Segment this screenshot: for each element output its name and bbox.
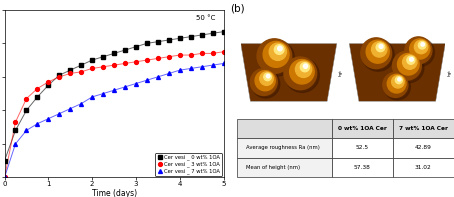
Cer vesi _ 7 wt% 1OA	[35, 123, 40, 125]
Cer vesi _ 0 wt% 1OA	[122, 49, 128, 51]
Cer vesi _ 3 wt% 1OA	[100, 66, 106, 68]
Cer vesi _ 3 wt% 1OA	[13, 121, 18, 123]
Cer vesi _ 0 wt% 1OA	[24, 109, 29, 112]
Cer vesi _ 7 wt% 1OA	[2, 176, 7, 178]
Cer vesi _ 0 wt% 1OA	[57, 74, 62, 76]
Cer vesi _ 3 wt% 1OA	[46, 81, 51, 83]
Cer vesi _ 3 wt% 1OA	[166, 56, 172, 58]
Cer vesi _ 7 wt% 1OA	[221, 62, 227, 65]
Cer vesi _ 0 wt% 1OA	[221, 31, 227, 33]
Cer vesi _ 3 wt% 1OA	[144, 59, 150, 61]
Cer vesi _ 7 wt% 1OA	[89, 96, 95, 98]
Cer vesi _ 7 wt% 1OA	[166, 72, 172, 75]
Cer vesi _ 3 wt% 1OA	[2, 176, 7, 178]
Cer vesi _ 7 wt% 1OA	[13, 143, 18, 145]
Cer vesi _ 3 wt% 1OA	[199, 52, 204, 55]
Cer vesi _ 7 wt% 1OA	[199, 66, 204, 68]
Cer vesi _ 0 wt% 1OA	[210, 32, 216, 34]
Cer vesi _ 0 wt% 1OA	[133, 46, 139, 48]
Line: Cer vesi _ 3 wt% 1OA: Cer vesi _ 3 wt% 1OA	[3, 50, 226, 179]
Cer vesi _ 7 wt% 1OA	[155, 76, 161, 78]
Cer vesi _ 3 wt% 1OA	[57, 76, 62, 78]
Cer vesi _ 0 wt% 1OA	[68, 69, 73, 71]
Line: Cer vesi _ 7 wt% 1OA: Cer vesi _ 7 wt% 1OA	[3, 61, 226, 179]
Cer vesi _ 3 wt% 1OA	[177, 54, 183, 56]
Text: (b): (b)	[230, 3, 245, 13]
Cer vesi _ 7 wt% 1OA	[133, 82, 139, 85]
X-axis label: Time (days): Time (days)	[92, 189, 137, 197]
Cer vesi _ 7 wt% 1OA	[46, 117, 51, 120]
Cer vesi _ 7 wt% 1OA	[188, 67, 193, 70]
Cer vesi _ 0 wt% 1OA	[199, 34, 204, 36]
Cer vesi _ 7 wt% 1OA	[57, 112, 62, 115]
Cer vesi _ 3 wt% 1OA	[111, 64, 117, 66]
Cer vesi _ 0 wt% 1OA	[2, 159, 7, 162]
Cer vesi _ 7 wt% 1OA	[68, 108, 73, 110]
Cer vesi _ 3 wt% 1OA	[89, 67, 95, 70]
Cer vesi _ 7 wt% 1OA	[210, 64, 216, 66]
Cer vesi _ 0 wt% 1OA	[100, 56, 106, 58]
Cer vesi _ 3 wt% 1OA	[79, 71, 84, 73]
Cer vesi _ 7 wt% 1OA	[177, 69, 183, 71]
Cer vesi _ 0 wt% 1OA	[79, 64, 84, 66]
Cer vesi _ 7 wt% 1OA	[79, 102, 84, 105]
Cer vesi _ 0 wt% 1OA	[177, 37, 183, 40]
Cer vesi _ 0 wt% 1OA	[111, 52, 117, 55]
Cer vesi _ 3 wt% 1OA	[122, 62, 128, 65]
Cer vesi _ 3 wt% 1OA	[35, 87, 40, 90]
Cer vesi _ 3 wt% 1OA	[24, 98, 29, 100]
Cer vesi _ 3 wt% 1OA	[155, 57, 161, 60]
Cer vesi _ 0 wt% 1OA	[155, 41, 161, 43]
Cer vesi _ 7 wt% 1OA	[122, 86, 128, 88]
Cer vesi _ 7 wt% 1OA	[111, 89, 117, 91]
Cer vesi _ 0 wt% 1OA	[89, 59, 95, 61]
Cer vesi _ 0 wt% 1OA	[188, 35, 193, 38]
Legend: Cer vesi _ 0 wt% 1OA, Cer vesi _ 3 wt% 1OA, Cer vesi _ 7 wt% 1OA: Cer vesi _ 0 wt% 1OA, Cer vesi _ 3 wt% 1…	[155, 153, 222, 176]
Cer vesi _ 0 wt% 1OA	[144, 42, 150, 45]
Cer vesi _ 7 wt% 1OA	[24, 129, 29, 132]
Text: 50 °C: 50 °C	[196, 15, 215, 21]
Cer vesi _ 7 wt% 1OA	[100, 92, 106, 95]
Cer vesi _ 0 wt% 1OA	[46, 84, 51, 86]
Line: Cer vesi _ 0 wt% 1OA: Cer vesi _ 0 wt% 1OA	[3, 30, 226, 163]
Cer vesi _ 3 wt% 1OA	[210, 52, 216, 55]
Cer vesi _ 3 wt% 1OA	[188, 54, 193, 56]
Cer vesi _ 3 wt% 1OA	[221, 51, 227, 53]
Cer vesi _ 3 wt% 1OA	[68, 72, 73, 75]
Cer vesi _ 7 wt% 1OA	[144, 79, 150, 81]
Cer vesi _ 3 wt% 1OA	[133, 61, 139, 63]
Cer vesi _ 0 wt% 1OA	[35, 96, 40, 98]
Cer vesi _ 0 wt% 1OA	[13, 129, 18, 132]
Cer vesi _ 0 wt% 1OA	[166, 39, 172, 41]
